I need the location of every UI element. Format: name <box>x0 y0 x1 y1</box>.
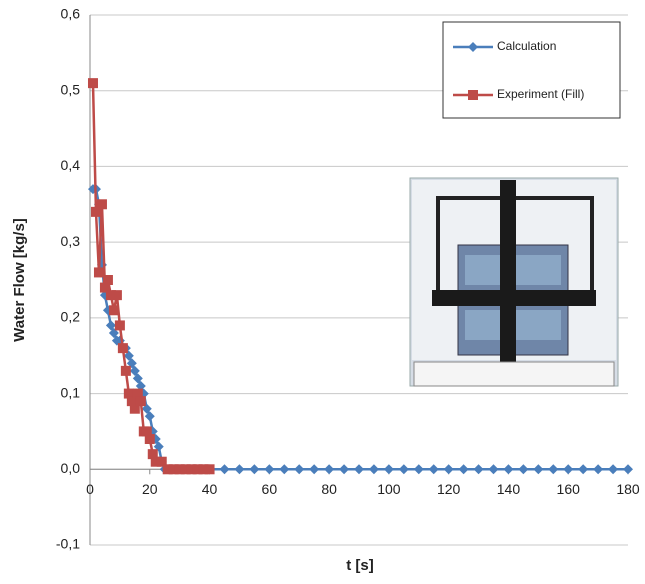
x-tick-label: 140 <box>497 481 521 497</box>
marker <box>204 464 215 475</box>
marker <box>249 464 260 475</box>
marker <box>503 464 514 475</box>
marker <box>468 42 478 52</box>
marker <box>198 464 209 475</box>
y-tick-label: 0,6 <box>61 6 81 22</box>
marker <box>219 464 230 475</box>
marker <box>126 396 137 407</box>
marker <box>105 290 116 301</box>
x-tick-label: 40 <box>202 481 218 497</box>
marker <box>398 464 409 475</box>
marker <box>144 434 155 444</box>
marker <box>578 464 589 475</box>
marker <box>153 441 164 452</box>
x-tick-label: 180 <box>616 481 640 497</box>
marker <box>473 464 484 475</box>
y-tick-label: 0,1 <box>61 384 81 400</box>
inset-photo <box>409 177 619 387</box>
y-tick-label: 0,4 <box>61 157 81 173</box>
y-tick-label: 0,2 <box>61 309 81 325</box>
marker <box>309 464 320 475</box>
legend: Calculation Experiment (Fill) <box>442 21 621 119</box>
legend-label: Calculation <box>497 39 556 53</box>
y-tick-label: 0,0 <box>61 460 81 476</box>
y-tick-label: 0,5 <box>61 81 81 97</box>
marker <box>468 90 478 100</box>
marker <box>87 78 98 89</box>
marker <box>141 426 152 437</box>
marker <box>135 396 146 407</box>
x-tick-label: 20 <box>142 481 158 497</box>
marker <box>294 464 305 475</box>
marker <box>186 464 197 475</box>
marker <box>108 328 119 338</box>
marker <box>413 464 424 475</box>
marker <box>608 464 619 475</box>
marker <box>108 305 119 316</box>
marker <box>132 388 143 399</box>
marker <box>518 464 529 475</box>
marker <box>279 464 290 475</box>
marker <box>111 290 122 301</box>
marker <box>368 464 379 475</box>
marker <box>147 449 158 460</box>
marker <box>141 403 152 414</box>
x-axis-label: t [s] <box>346 557 374 574</box>
x-tick-label: 100 <box>377 481 401 497</box>
x-tick-label: 160 <box>557 481 581 497</box>
marker <box>428 464 439 475</box>
y-tick-label: -0,1 <box>56 536 80 552</box>
x-tick-label: 0 <box>86 481 94 497</box>
marker <box>324 464 335 475</box>
marker <box>264 464 275 475</box>
marker <box>383 464 394 475</box>
marker <box>488 464 499 475</box>
marker <box>156 456 167 467</box>
marker <box>105 320 116 331</box>
marker <box>174 464 185 475</box>
y-tick-label: 0,3 <box>61 233 81 249</box>
x-tick-label: 120 <box>437 481 461 497</box>
legend-label: Experiment (Fill) <box>497 87 584 101</box>
marker <box>102 275 113 285</box>
marker <box>623 464 633 475</box>
marker <box>117 343 128 354</box>
marker <box>129 365 140 376</box>
marker <box>120 365 131 376</box>
marker <box>150 456 161 467</box>
marker <box>96 199 107 210</box>
y-axis-label: Water Flow [kg/s] <box>11 218 28 342</box>
marker <box>123 388 134 399</box>
marker <box>548 464 559 475</box>
marker <box>114 320 125 331</box>
marker <box>129 403 140 414</box>
marker <box>90 206 101 217</box>
marker <box>168 464 179 475</box>
marker <box>563 464 574 475</box>
marker <box>339 464 350 475</box>
marker <box>135 381 146 391</box>
marker <box>533 464 544 475</box>
marker <box>93 267 104 278</box>
marker <box>126 358 137 369</box>
marker <box>180 464 191 475</box>
marker <box>458 464 469 475</box>
marker <box>192 464 203 475</box>
marker <box>354 464 364 475</box>
marker <box>132 373 143 384</box>
marker <box>162 464 173 475</box>
x-tick-label: 80 <box>321 481 337 497</box>
marker <box>593 464 604 475</box>
x-tick-label: 60 <box>262 481 278 497</box>
marker <box>99 282 110 293</box>
marker <box>123 350 134 361</box>
marker <box>234 464 245 475</box>
marker <box>443 464 454 475</box>
marker <box>144 411 155 422</box>
